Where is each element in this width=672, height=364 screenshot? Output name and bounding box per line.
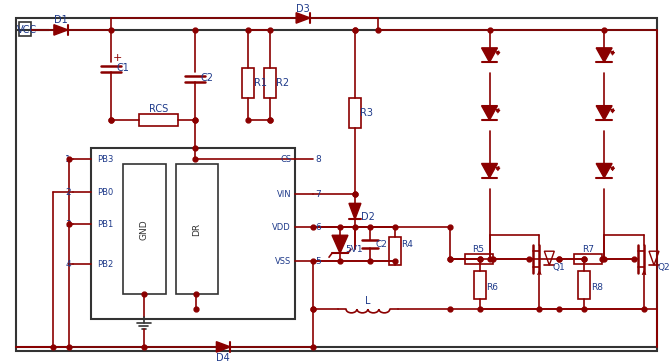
Bar (243, 68, 254, 98)
Text: GND: GND (140, 219, 149, 240)
Text: R1: R1 (254, 78, 267, 88)
Text: 1: 1 (65, 155, 71, 164)
Polygon shape (596, 163, 612, 178)
Text: 7: 7 (315, 190, 321, 199)
Text: 5V1: 5V1 (345, 245, 363, 254)
Text: PB3: PB3 (97, 155, 113, 164)
Text: D4: D4 (216, 353, 230, 363)
Text: R4: R4 (401, 240, 413, 249)
Bar (264, 68, 276, 98)
Polygon shape (482, 48, 497, 62)
Text: DR: DR (192, 223, 202, 236)
Text: VSS: VSS (275, 257, 291, 266)
Text: 3: 3 (65, 220, 71, 229)
Polygon shape (482, 163, 497, 178)
Text: D2: D2 (361, 212, 375, 222)
Bar (474, 271, 486, 299)
Text: PB2: PB2 (97, 260, 113, 269)
Text: C2: C2 (376, 240, 388, 249)
Text: D1: D1 (54, 15, 68, 25)
Text: VIN: VIN (276, 190, 291, 199)
Bar (389, 237, 401, 265)
Text: RCS: RCS (149, 104, 168, 114)
Text: 2: 2 (65, 188, 71, 197)
Text: 4: 4 (65, 260, 71, 269)
Bar (175, 165, 218, 294)
Bar (464, 254, 493, 264)
Text: C1: C1 (116, 63, 129, 73)
Polygon shape (596, 106, 612, 120)
Text: R6: R6 (487, 282, 499, 292)
Text: R7: R7 (582, 245, 594, 254)
Polygon shape (296, 13, 310, 23)
Text: R3: R3 (360, 108, 374, 118)
Text: PB1: PB1 (97, 220, 113, 229)
Text: R8: R8 (591, 282, 603, 292)
Polygon shape (349, 203, 361, 219)
Text: Q2: Q2 (658, 263, 670, 272)
Polygon shape (54, 25, 68, 35)
Text: VCC: VCC (17, 25, 37, 35)
Text: +: + (113, 53, 122, 63)
Polygon shape (596, 48, 612, 62)
Text: 8: 8 (315, 155, 321, 164)
Bar (349, 98, 361, 128)
Text: VDD: VDD (272, 223, 291, 232)
Text: Q1: Q1 (553, 263, 566, 272)
Bar (91, 147, 295, 319)
Text: D3: D3 (296, 4, 310, 14)
Bar (578, 271, 590, 299)
Text: C2: C2 (201, 73, 214, 83)
Text: 5: 5 (315, 257, 321, 266)
Text: L: L (365, 296, 371, 306)
Text: PB0: PB0 (97, 188, 113, 197)
Polygon shape (216, 342, 230, 352)
Polygon shape (332, 235, 348, 253)
Bar (138, 114, 179, 126)
Text: R2: R2 (276, 78, 289, 88)
Bar (575, 254, 602, 264)
Text: 6: 6 (315, 223, 321, 232)
Text: R5: R5 (472, 245, 485, 254)
Polygon shape (482, 106, 497, 120)
Text: CS: CS (280, 155, 291, 164)
Bar (19, 22, 31, 36)
Bar (123, 165, 165, 294)
